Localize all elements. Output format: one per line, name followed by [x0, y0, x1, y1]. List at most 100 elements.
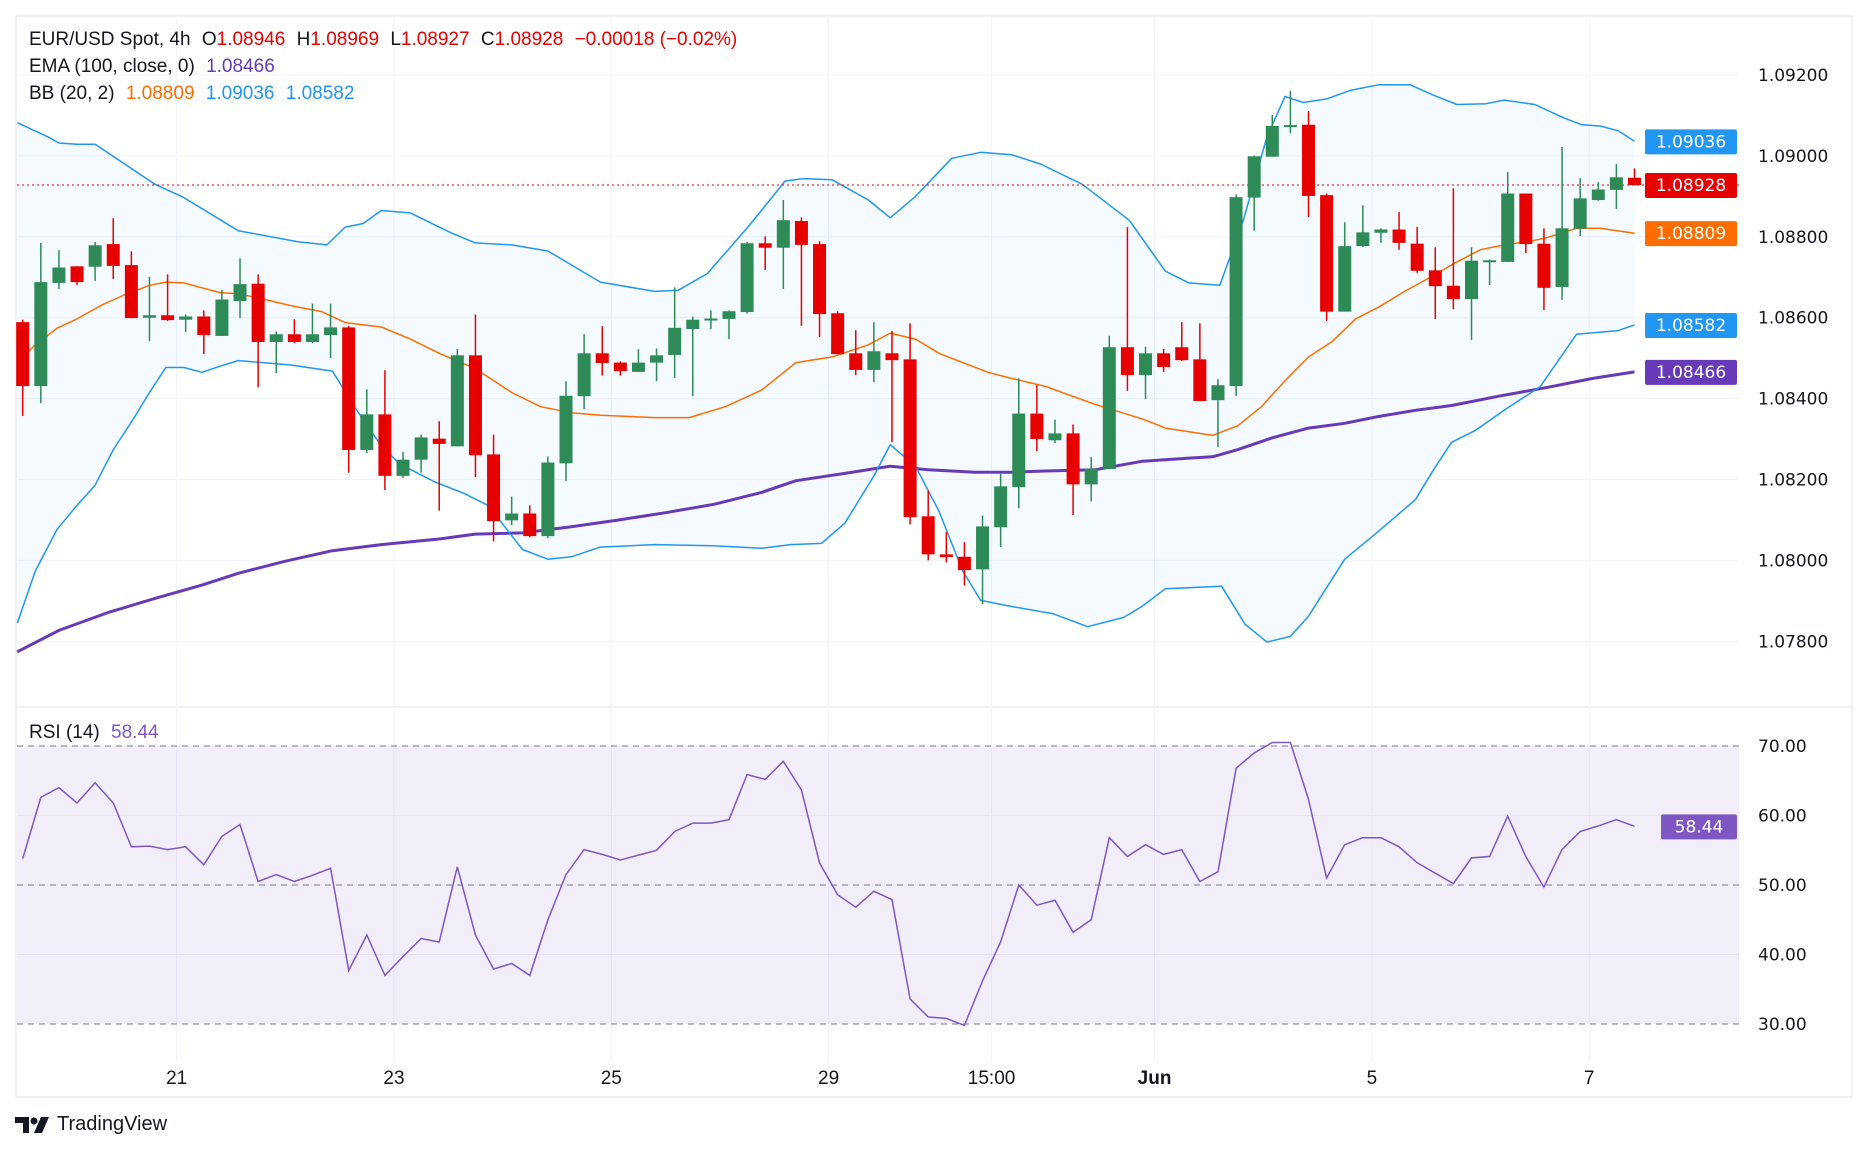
- candle-body: [541, 462, 555, 537]
- candle-body: [360, 414, 374, 450]
- candle-body: [994, 486, 1008, 528]
- candle-body: [1446, 285, 1460, 300]
- candle: [976, 515, 990, 605]
- candle: [1465, 247, 1478, 340]
- value-badges: 1.09036 1.08928 1.08809 1.08582 1.08466 58.44: [1645, 129, 1737, 840]
- candle-body: [414, 437, 428, 460]
- candle: [269, 331, 283, 374]
- candle-body: [577, 353, 591, 397]
- legend-rsi[interactable]: RSI (14) 58.44: [29, 722, 165, 744]
- price-tick-label: 1.08000: [1758, 551, 1828, 571]
- open-label: O: [201, 29, 217, 50]
- time-axis[interactable]: 21 23 25 29 15:00 Jun 5 7: [166, 1068, 1594, 1089]
- candle: [1338, 222, 1352, 312]
- candle-body: [1102, 347, 1116, 469]
- ema-label: EMA (100, close, 0): [29, 56, 195, 77]
- candle-body: [1048, 433, 1062, 441]
- bb-lower-value: 1.08582: [285, 83, 355, 104]
- rsi-label: RSI (14): [29, 722, 100, 743]
- candle-body: [1465, 260, 1478, 300]
- candle: [1211, 379, 1225, 448]
- candle-body: [613, 362, 627, 372]
- candle-body: [1501, 193, 1515, 262]
- candle-body: [1283, 125, 1297, 128]
- candle: [1048, 419, 1062, 444]
- candle: [831, 311, 845, 355]
- bb-upper-badge: [1645, 129, 1737, 155]
- candle-body: [686, 319, 700, 330]
- high-value: H1.08969: [297, 29, 379, 50]
- candle-body: [794, 221, 808, 245]
- candle-body: [432, 438, 446, 444]
- candle: [758, 236, 772, 270]
- candle-body: [1356, 232, 1370, 247]
- candle-body: [1555, 228, 1569, 287]
- candle-body: [1627, 177, 1641, 186]
- rsi-tick-label: 50.00: [1758, 876, 1807, 896]
- candle: [215, 289, 229, 336]
- candle: [1120, 227, 1134, 391]
- candle: [541, 456, 555, 539]
- candle-body: [523, 513, 537, 537]
- indicator-lines: [16, 83, 1739, 654]
- candle: [1193, 323, 1207, 402]
- candle-body: [776, 220, 790, 248]
- candle-body: [1030, 413, 1044, 440]
- candle-body: [16, 322, 30, 387]
- candle: [1392, 212, 1406, 250]
- bb-label: BB (20, 2): [29, 83, 115, 104]
- candle-body: [1193, 359, 1207, 402]
- price-axis[interactable]: 1.07800 1.08000 1.08200 1.08400 1.08600 1.088…: [1758, 66, 1828, 1035]
- candle: [1446, 188, 1460, 310]
- candle: [939, 532, 953, 563]
- time-tick-label: 5: [1367, 1068, 1378, 1089]
- tradingview-logo[interactable]: TradingView: [15, 1113, 167, 1136]
- candle: [106, 218, 120, 279]
- time-tick-label: 29: [818, 1068, 839, 1089]
- bb-lower-line: [16, 324, 1635, 643]
- ema-badge-text: 1.08466: [1656, 363, 1726, 383]
- candle-body: [976, 526, 990, 570]
- candle-body: [1374, 229, 1388, 233]
- candle-body: [233, 284, 247, 302]
- legend-ema[interactable]: EMA (100, close, 0) 1.08466: [29, 56, 281, 78]
- candle: [287, 319, 301, 344]
- candle-body: [813, 244, 827, 315]
- ema-badge: [1645, 359, 1737, 385]
- tradingview-logo-icon: [15, 1116, 49, 1133]
- change-value: −0.00018 (−0.02%): [574, 29, 738, 50]
- candle: [722, 310, 736, 340]
- candle: [1066, 424, 1080, 516]
- candle: [1428, 247, 1442, 319]
- candle: [1555, 147, 1569, 300]
- rsi-badge-text: 58.44: [1675, 817, 1724, 837]
- candle: [1175, 322, 1189, 361]
- candle-body: [450, 355, 464, 447]
- legend-bb[interactable]: BB (20, 2) 1.08809 1.09036 1.08582: [29, 83, 360, 105]
- candle: [1537, 228, 1551, 311]
- candle-body: [1120, 347, 1134, 376]
- candle-body: [758, 243, 772, 248]
- candle: [305, 303, 319, 344]
- bollinger-band-area: [17, 84, 1635, 643]
- candle: [957, 542, 971, 586]
- candle-body: [1519, 193, 1533, 245]
- time-tick-label: 23: [383, 1068, 404, 1089]
- candle: [1012, 378, 1026, 509]
- candle: [1356, 205, 1370, 247]
- rsi-line: [21, 741, 1635, 1027]
- candle-body: [668, 327, 682, 355]
- time-tick-label: 15:00: [968, 1068, 1016, 1089]
- candle-body: [70, 266, 84, 283]
- candle: [342, 325, 356, 473]
- candle: [1483, 259, 1497, 285]
- candle-body: [1211, 385, 1225, 401]
- candle: [34, 242, 48, 404]
- low-number: 1.08927: [400, 29, 470, 50]
- candle-body: [106, 244, 120, 266]
- candle-body: [52, 267, 66, 283]
- candle: [251, 274, 265, 388]
- candle-body: [595, 353, 609, 364]
- candle-body: [342, 327, 356, 450]
